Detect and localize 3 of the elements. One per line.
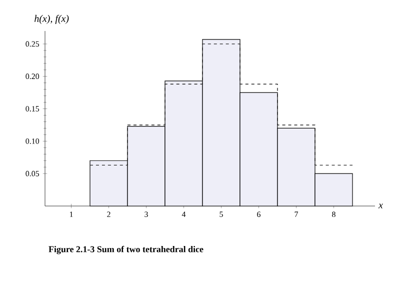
caption: Figure 2.1-3 Sum of two tetrahedral dice	[48, 246, 204, 254]
x-axis-title: x	[378, 204, 383, 208]
y-axis-title: h(x), f(x)	[34, 14, 69, 24]
